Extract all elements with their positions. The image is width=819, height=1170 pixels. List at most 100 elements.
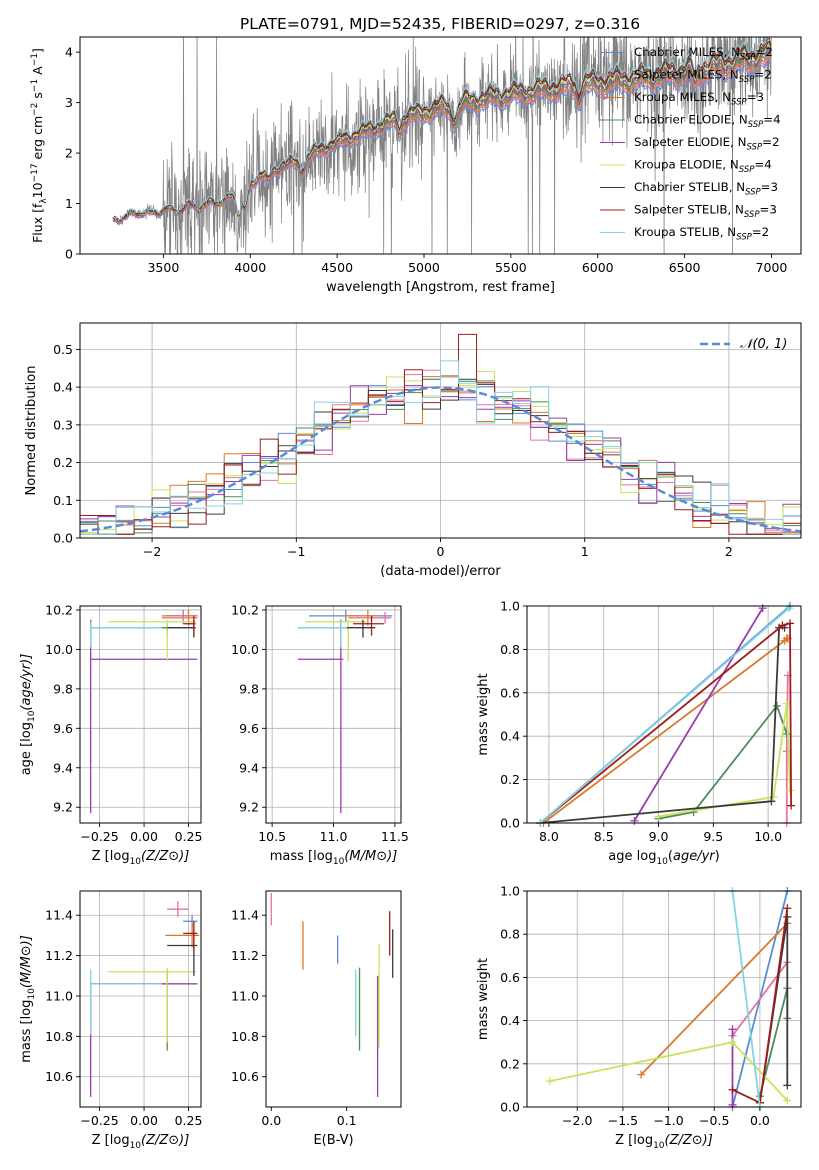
- panel-mass-vs-Z: −0.25 0.00 0.25 10.6 10.8 11.0 11.2 11.4 Z [log1…: [19, 890, 203, 1151]
- legend-label: 𝒩(0, 1): [740, 337, 787, 352]
- x-axis-label: E(B-V): [313, 1133, 353, 1148]
- y-tick-label: 0.0: [500, 1100, 520, 1115]
- x-tick-label: 6000: [582, 260, 614, 275]
- y-tick-label: 0.6: [500, 685, 520, 700]
- x-tick-label: 4000: [234, 260, 266, 275]
- x-tick-label: 0.0: [750, 1113, 770, 1128]
- y-tick-label: 11.4: [45, 908, 73, 923]
- model-spectrum: [112, 50, 772, 224]
- panel-weight-vs-Z: −2.0 −1.5 −1.0 −0.5 0.0 0.0 0.2 0.4 0.6 0.8 1.0 Z […: [476, 884, 802, 1151]
- errorbar-point: [161, 609, 198, 626]
- legend-label: Kroupa STELIB, NSSP=2: [634, 225, 769, 243]
- y-tick-label: 0.5: [53, 342, 73, 357]
- y-tick-label: 0.8: [500, 927, 520, 942]
- y-tick-label: 10.2: [231, 602, 259, 617]
- x-tick-label: 3500: [147, 260, 179, 275]
- x-tick-label: 0.25: [175, 1113, 203, 1128]
- y-tick-label: 9.4: [53, 760, 73, 775]
- weight-series: [731, 890, 761, 1108]
- y-tick-label: 0.4: [500, 729, 520, 744]
- y-tick-label: 0.2: [500, 772, 520, 787]
- y-tick-label: 10.8: [231, 1029, 259, 1044]
- legend-label: Kroupa ELODIE, NSSP=4: [634, 158, 772, 176]
- model-spectrum: [112, 37, 772, 222]
- errorbar-point: [167, 901, 189, 918]
- x-tick-label: 7000: [756, 260, 788, 275]
- errorbar-plot-area: [270, 893, 394, 1097]
- legend-label: Salpeter STELIB, NSSP=3: [634, 203, 777, 221]
- x-tick-label: 2: [725, 544, 733, 559]
- x-axis-label: mass [log10(M/M⊙)]: [270, 849, 398, 867]
- weight-series: [633, 607, 764, 822]
- panel-age-vs-Z: −0.25 0.00 0.25 9.2 9.4 9.6 9.8 10.0 10.2 Z [log1…: [19, 602, 202, 867]
- y-tick-label: 9.8: [239, 681, 259, 696]
- x-tick-label: −1.0: [653, 1113, 683, 1128]
- y-tick-label: 10.0: [45, 642, 73, 657]
- y-tick-label: 1.0: [500, 884, 520, 899]
- y-tick-label: 11.2: [231, 948, 259, 963]
- y-axis-label: mass weight: [476, 958, 491, 1040]
- panel-weight-vs-age: 8.0 8.5 9.0 9.5 10.0 0.0 0.2 0.4 0.6 0.8 1.0 age lo…: [476, 599, 802, 867]
- panel-spectrum: 3500 4000 4500 5000 5500 6000 6500 7000 0 1 2 3 4 wav…: [30, 36, 802, 295]
- axes-frame: [79, 605, 202, 824]
- legend-label: Chabrier ELODIE, NSSP=4: [634, 113, 781, 131]
- y-tick-label: 4: [65, 45, 73, 60]
- y-tick-label: 10.6: [45, 1069, 73, 1084]
- x-axis-label: Z [log10(Z/Z⊙)]: [615, 1133, 713, 1151]
- errorbar-point: [297, 619, 344, 814]
- x-axis-label: Z [log10(Z/Z⊙)]: [92, 1133, 190, 1151]
- y-tick-label: 9.6: [53, 721, 73, 736]
- x-tick-label: 8.0: [539, 829, 559, 844]
- errorbar-point: [183, 615, 196, 636]
- weight-series: [640, 922, 788, 1076]
- errorbar-point: [183, 921, 198, 950]
- line-plot-area: [536, 602, 796, 827]
- x-tick-label: 6500: [669, 260, 701, 275]
- x-tick-label: −1: [287, 544, 305, 559]
- y-tick-label: 0.0: [500, 816, 520, 831]
- x-axis-label: wavelength [Angstrom, rest frame]: [326, 280, 555, 295]
- x-tick-label: −0.5: [699, 1113, 729, 1128]
- axes-frame: [526, 890, 802, 1108]
- y-tick-label: 11.4: [231, 908, 259, 923]
- weight-series: [539, 622, 792, 824]
- x-tick-label: 9.0: [649, 829, 669, 844]
- errorbar-plot-area: [90, 609, 198, 814]
- errorbar-point: [108, 619, 196, 662]
- legend-label: Salpeter MILES, NSSP=2: [634, 68, 772, 86]
- axes-frame: [526, 605, 802, 824]
- x-tick-label: 11.5: [381, 829, 409, 844]
- y-tick-label: 10.0: [231, 642, 259, 657]
- x-tick-label: 10.5: [258, 829, 286, 844]
- y-tick-label: 0.0: [53, 531, 73, 546]
- y-tick-label: 9.2: [53, 800, 73, 815]
- panel-age-vs-mass: 10.5 11.0 11.5 9.2 9.4 9.6 9.8 10.0 10.2 mass [lo…: [231, 602, 409, 867]
- x-tick-label: −2.0: [562, 1113, 592, 1128]
- x-axis-label: age log10(age/yr): [608, 849, 719, 867]
- panel-residual-histogram: −2 −1 0 1 2 0.0 0.1 0.2 0.3 0.4 0.5 (data-model)/er…: [24, 322, 802, 579]
- errorbar-point: [344, 619, 376, 638]
- y-tick-label: 0.4: [53, 380, 73, 395]
- x-tick-label: 5000: [408, 260, 440, 275]
- normal-distribution-curve: [80, 386, 801, 533]
- y-tick-label: 10.8: [45, 1029, 73, 1044]
- y-tick-label: 11.2: [45, 948, 73, 963]
- errorbar-point: [305, 619, 367, 662]
- errorbar-point: [353, 615, 384, 636]
- y-tick-label: 0.2: [53, 455, 73, 470]
- weight-series: [658, 703, 788, 820]
- y-tick-label: 0.2: [500, 1056, 520, 1071]
- axes-frame: [79, 890, 202, 1108]
- axes-frame: [265, 890, 402, 1108]
- x-tick-label: 0.00: [130, 1113, 158, 1128]
- errorbar-point: [348, 611, 392, 624]
- y-tick-label: 0: [65, 247, 73, 262]
- x-tick-label: 0: [437, 544, 445, 559]
- y-tick-label: 10.2: [45, 602, 73, 617]
- model-spectrum: [112, 54, 772, 225]
- errorbar-point: [108, 967, 196, 1043]
- x-tick-label: −2: [143, 544, 161, 559]
- legend-label: Chabrier STELIB, NSSP=3: [634, 180, 778, 198]
- histogram-plot-area: [80, 333, 801, 538]
- y-tick-label: 9.4: [239, 760, 259, 775]
